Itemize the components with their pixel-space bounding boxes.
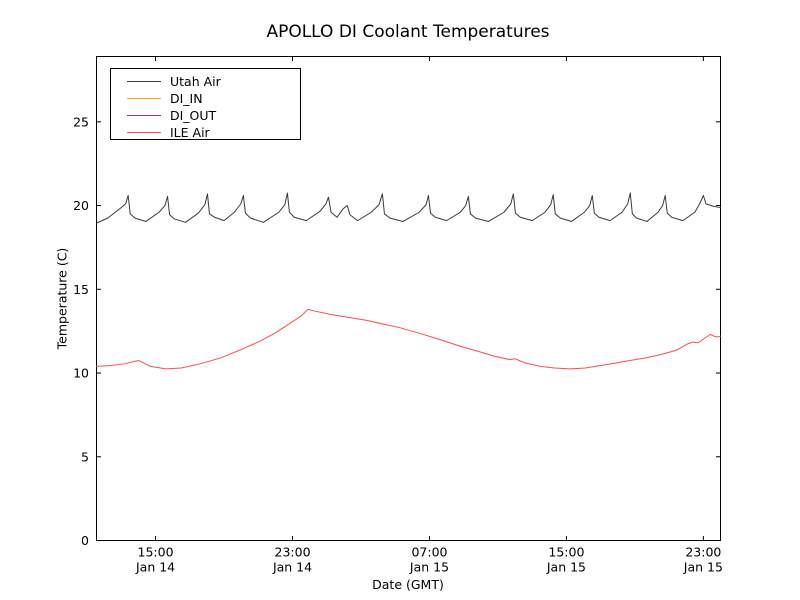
legend-label: Utah Air [170,74,221,89]
legend-label: DI_IN [170,91,203,106]
y-tick-label: 15 [73,282,89,297]
x-tick-label: 07:00 Jan 15 [409,545,449,575]
x-tick-label: 15:00 Jan 15 [546,545,586,575]
x-tick-label: 23:00 Jan 14 [272,545,312,575]
legend-item-ile-air: ILE Air [111,124,300,141]
y-tick-label: 0 [81,533,89,548]
y-tick-label: 20 [73,198,89,213]
x-tick-label: 15:00 Jan 14 [135,545,175,575]
series-line-ile-air [96,308,721,370]
legend-item-di-in: DI_IN [111,90,300,107]
legend-line-sample [127,81,161,82]
legend-item-utah-air: Utah Air [111,73,300,90]
x-tick-label: 23:00 Jan 15 [683,545,723,575]
x-axis-label: Date (GMT) [372,577,444,592]
chart-title: APOLLO DI Coolant Temperatures [266,22,550,42]
legend-box: Utah Air DI_IN DI_OUT ILE Air [110,68,301,140]
y-axis-label: Temperature (C) [54,247,70,350]
legend-line-sample [127,132,161,133]
legend-label: DI_OUT [170,108,217,123]
legend-item-di-out: DI_OUT [111,107,300,124]
axes-frame [96,56,721,541]
legend-line-sample [127,98,161,99]
series-line-utah-air [96,192,721,224]
y-tick-label: 10 [73,366,89,381]
legend-label: ILE Air [170,125,210,140]
legend-line-sample [127,115,161,116]
y-tick-label: 5 [81,449,89,464]
y-tick-label: 25 [73,114,89,129]
